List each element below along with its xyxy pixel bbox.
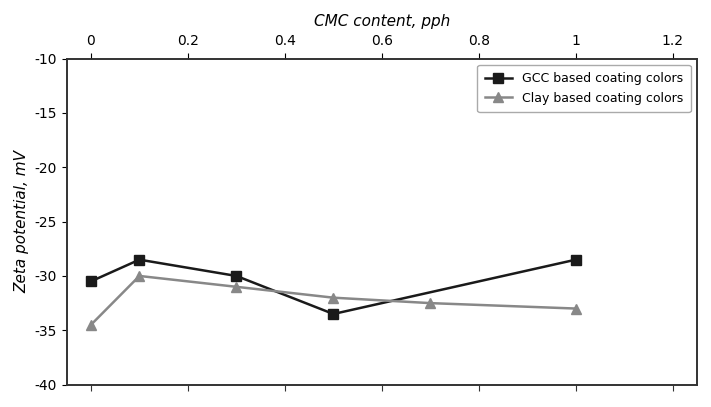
Clay based coating colors — [87, 322, 95, 327]
GCC based coating colors — [572, 257, 580, 262]
Clay based coating colors — [232, 284, 240, 289]
GCC based coating colors — [135, 257, 144, 262]
Clay based coating colors — [329, 295, 338, 300]
Clay based coating colors — [572, 306, 580, 311]
Legend: GCC based coating colors, Clay based coating colors: GCC based coating colors, Clay based coa… — [477, 65, 691, 112]
Y-axis label: Zeta potential, mV: Zeta potential, mV — [14, 150, 29, 293]
Line: Clay based coating colors: Clay based coating colors — [86, 271, 581, 330]
Clay based coating colors — [135, 274, 144, 278]
GCC based coating colors — [87, 279, 95, 284]
GCC based coating colors — [329, 311, 338, 316]
X-axis label: CMC content, pph: CMC content, pph — [314, 14, 450, 29]
GCC based coating colors — [232, 274, 240, 278]
Clay based coating colors — [426, 301, 434, 306]
Line: GCC based coating colors: GCC based coating colors — [86, 255, 581, 319]
